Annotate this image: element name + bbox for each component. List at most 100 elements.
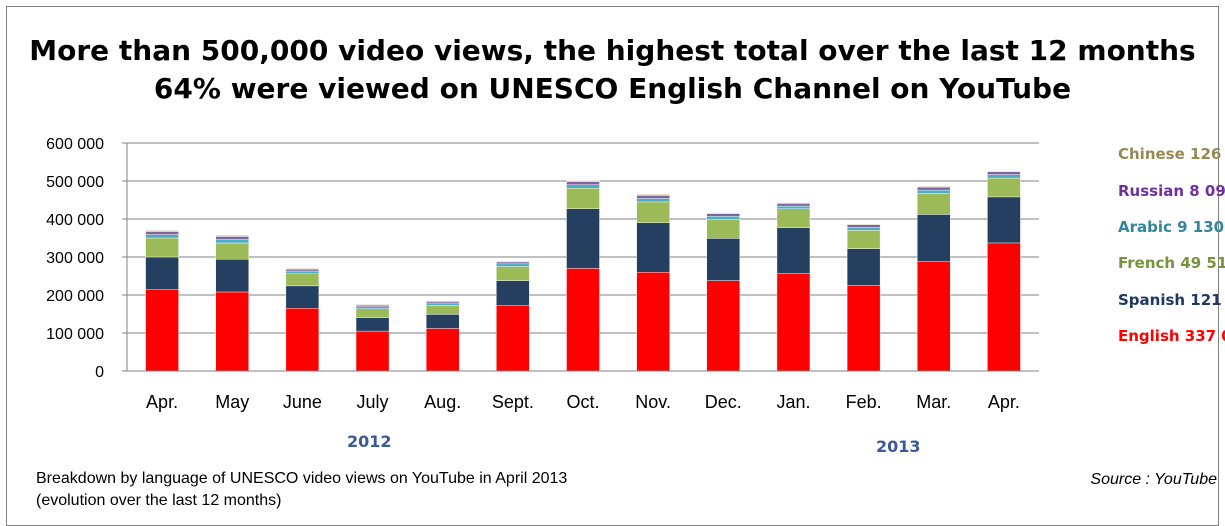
bar-segment-english (216, 292, 249, 371)
bar-segment-spanish (356, 318, 389, 331)
bar-segment-french (707, 219, 740, 238)
bar-segment-russian (637, 195, 670, 198)
bar-segment-russian (146, 232, 179, 235)
bar-segment-french (847, 230, 880, 248)
bar-segment-french (146, 238, 179, 257)
bar-segment-arabic (146, 235, 179, 238)
y-tick-label: 600 000 (46, 136, 104, 153)
x-tick-label: May (215, 392, 249, 412)
source-note: Source : YouTube (1090, 471, 1217, 489)
bar-segment-chinese (426, 301, 459, 302)
bar-segment-russian (286, 269, 319, 271)
x-tick-label: Aug. (424, 392, 461, 412)
bar-segment-arabic (917, 190, 950, 193)
bar-segment-russian (847, 225, 880, 228)
bar-segment-russian (496, 262, 529, 264)
x-tick-label: Feb. (846, 392, 882, 412)
bar-segment-spanish (567, 209, 600, 269)
bar-segment-chinese (146, 230, 179, 231)
legend-french: French 49 514 (1118, 254, 1225, 272)
x-tick-label: Dec. (705, 392, 742, 412)
bar-segment-arabic (496, 264, 529, 267)
bar-segment-spanish (987, 197, 1020, 243)
bar-segment-chinese (567, 181, 600, 182)
bar-segment-arabic (847, 227, 880, 230)
y-tick-label: 400 000 (46, 212, 104, 229)
x-tick-label: June (283, 392, 322, 412)
bar-segment-arabic (637, 198, 670, 201)
caption-line-2: (evolution over the last 12 months) (36, 492, 281, 510)
legend-arabic: Arabic 9 130 (1118, 218, 1224, 236)
caption-line-1: Breakdown by language of UNESCO video vi… (36, 470, 567, 488)
x-tick-label: Oct. (566, 392, 599, 412)
bar-segment-english (707, 281, 740, 371)
bar-segment-spanish (216, 259, 249, 292)
bar-segment-english (426, 328, 459, 371)
bar-segment-arabic (286, 271, 319, 274)
bar-segment-spanish (146, 257, 179, 289)
bar-segment-russian (216, 236, 249, 239)
bar-segment-english (356, 331, 389, 371)
bar-segment-arabic (777, 206, 810, 209)
bar-segment-french (356, 309, 389, 318)
bar-segment-chinese (496, 261, 529, 262)
y-tick-label: 300 000 (46, 250, 104, 267)
bar-segment-spanish (496, 281, 529, 306)
bar-segment-english (637, 272, 670, 371)
bar-segment-spanish (286, 286, 319, 308)
legend-russian: Russian 8 096 (1118, 182, 1225, 200)
x-tick-label: July (357, 392, 389, 412)
bar-segment-spanish (426, 314, 459, 328)
x-tick-label: Mar. (916, 392, 951, 412)
y-tick-label: 100 000 (46, 326, 104, 343)
bar-segment-arabic (987, 175, 1020, 178)
bar-segment-french (637, 202, 670, 223)
bar-segment-french (987, 178, 1020, 197)
bar-segment-english (496, 305, 529, 371)
bar-segment-arabic (426, 303, 459, 305)
bar-segment-english (847, 286, 880, 372)
year-label-2012: 2012 (347, 432, 392, 451)
bar-segment-arabic (356, 307, 389, 309)
stacked-bar-chart: 0 100 000 200 000 300 000 400 000 500 000 600 … (0, 0, 1225, 513)
bar-segment-french (496, 267, 529, 281)
year-label-2013: 2013 (876, 437, 921, 456)
bar-segment-chinese (637, 194, 670, 195)
bar-segment-chinese (707, 213, 740, 214)
legend-english: English 337 019 (1118, 327, 1225, 345)
legend-spanish: Spanish 121 128 (1118, 291, 1225, 309)
bar-segment-chinese (917, 186, 950, 187)
bar-segment-french (216, 243, 249, 259)
x-tick-label: Apr. (988, 392, 1020, 412)
bar-segment-english (777, 273, 810, 371)
bar-segment-french (286, 274, 319, 286)
y-tick-label: 0 (95, 364, 104, 381)
bar-segment-chinese (216, 235, 249, 236)
bar-segment-russian (987, 172, 1020, 175)
bar-segment-russian (777, 203, 810, 206)
bar-segment-english (917, 261, 950, 371)
bar-segment-russian (707, 214, 740, 217)
y-tick-label: 200 000 (46, 288, 104, 305)
bar-segment-chinese (847, 224, 880, 225)
bar-segment-french (426, 305, 459, 314)
bar-segment-english (286, 308, 319, 371)
bar-segment-spanish (917, 214, 950, 261)
bar-segment-arabic (567, 185, 600, 188)
bar-segment-spanish (707, 238, 740, 280)
bar-segment-english (567, 268, 600, 371)
x-tick-label: Nov. (635, 392, 671, 412)
bar-segment-french (777, 209, 810, 228)
bar-segment-russian (917, 187, 950, 190)
bar-segment-english (146, 289, 179, 371)
bar-segment-arabic (216, 240, 249, 243)
bar-segment-english (987, 243, 1020, 371)
bar-segment-arabic (707, 216, 740, 219)
x-tick-label: Jan. (776, 392, 810, 412)
bar-segment-russian (356, 305, 389, 307)
bar-segment-french (567, 188, 600, 209)
bar-segment-spanish (847, 249, 880, 286)
y-tick-label: 500 000 (46, 174, 104, 191)
bar-segment-spanish (777, 228, 810, 274)
bar-segment-spanish (637, 223, 670, 272)
